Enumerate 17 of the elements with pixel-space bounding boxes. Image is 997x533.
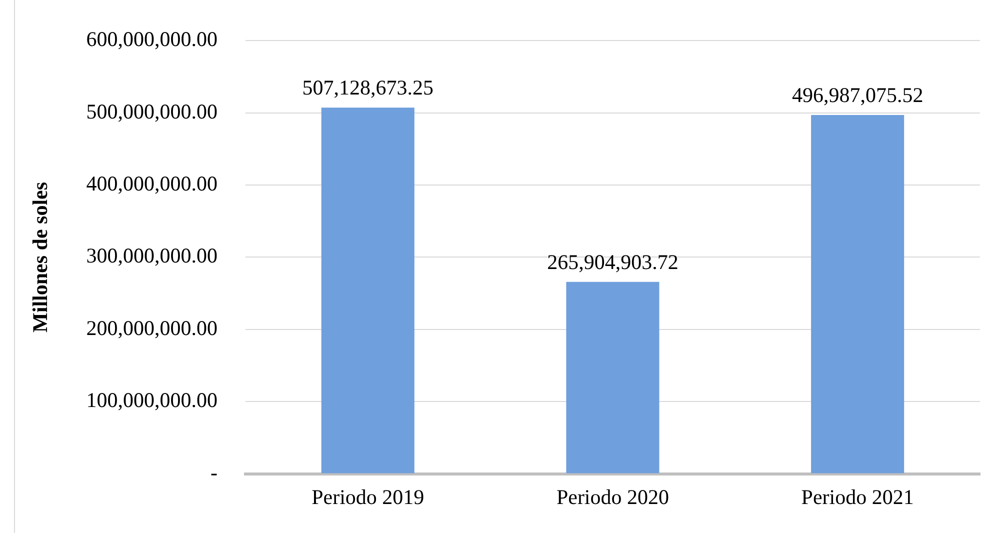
x-tick-label: Periodo 2021 xyxy=(801,484,914,509)
x-tick-label: Periodo 2020 xyxy=(556,484,670,509)
bar xyxy=(566,282,660,474)
y-tick-label: 400,000,000.00 xyxy=(86,172,218,196)
y-axis-title: Millones de soles xyxy=(28,182,52,332)
data-label: 265,904,903.72 xyxy=(547,250,678,274)
y-tick-label: 100,000,000.00 xyxy=(86,388,218,412)
bar xyxy=(811,114,904,474)
data-label: 496,987,075.52 xyxy=(792,82,924,107)
y-tick-label: - xyxy=(210,460,218,484)
y-tick-label: 300,000,000.00 xyxy=(86,244,218,268)
y-tick-label: 600,000,000.00 xyxy=(86,27,218,52)
bar xyxy=(321,108,414,474)
data-label: 507,128,673.25 xyxy=(302,76,434,100)
x-tick-label: Periodo 2019 xyxy=(312,484,424,509)
y-tick-label: 500,000,000.00 xyxy=(86,99,218,124)
y-tick-label: 200,000,000.00 xyxy=(86,316,218,340)
